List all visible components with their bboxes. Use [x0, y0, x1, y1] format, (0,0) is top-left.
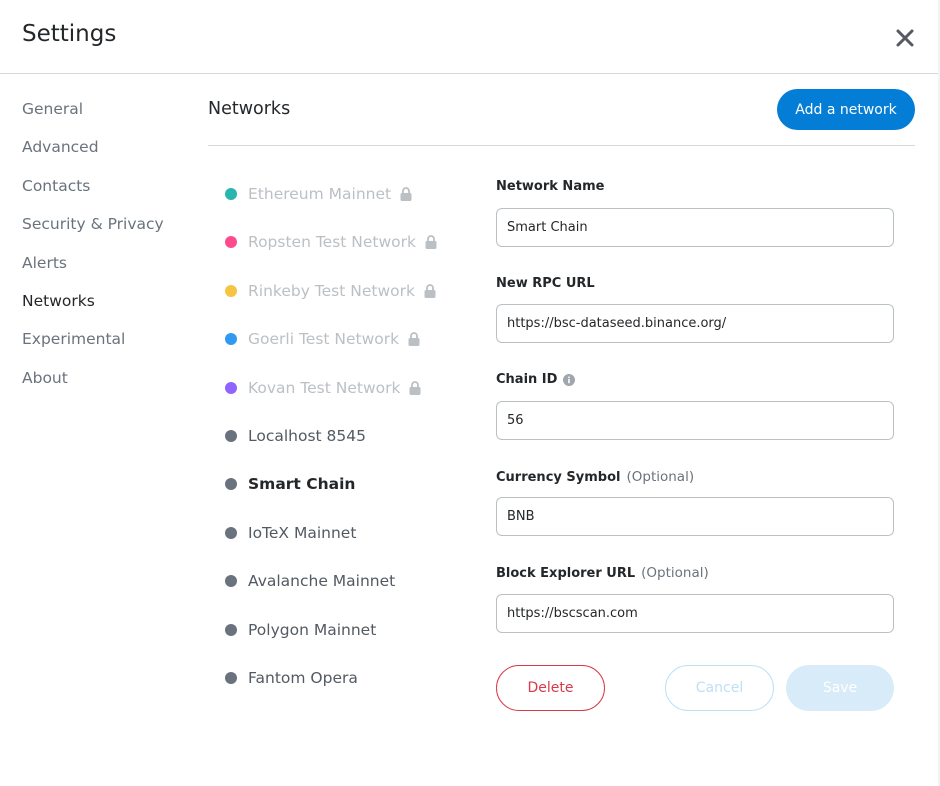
network-item[interactable]: Smart Chain: [225, 472, 355, 496]
sidebar-item-networks[interactable]: Networks: [22, 292, 95, 310]
sidebar-item-about[interactable]: About: [22, 369, 68, 387]
network-label: Avalanche Mainnet: [248, 572, 396, 590]
network-label: IoTeX Mainnet: [248, 524, 357, 542]
network-color-dot: [225, 430, 237, 442]
network-label: Localhost 8545: [248, 427, 367, 445]
add-network-button[interactable]: Add a network: [777, 89, 915, 130]
optional-text: (Optional): [641, 565, 709, 581]
network-color-dot: [225, 478, 237, 490]
network-name-label: Network Name: [496, 179, 604, 194]
chain-id-label-text: Chain ID: [496, 372, 558, 387]
network-item[interactable]: Localhost 8545: [225, 424, 366, 448]
lock-icon: [409, 381, 421, 395]
currency-symbol-input[interactable]: [496, 497, 894, 536]
network-item[interactable]: Avalanche Mainnet: [225, 569, 395, 593]
save-button[interactable]: Save: [786, 665, 894, 711]
network-label: Smart Chain: [248, 475, 356, 493]
optional-text: (Optional): [626, 469, 695, 485]
network-label: Ethereum Mainnet: [248, 185, 392, 203]
network-color-dot: [225, 527, 237, 539]
lock-icon: [408, 332, 420, 346]
sidebar-item-general[interactable]: General: [22, 100, 84, 118]
sidebar-item-security-privacy[interactable]: Security & Privacy: [22, 215, 164, 233]
rpc-url-label: New RPC URL: [496, 276, 595, 291]
info-icon[interactable]: [563, 373, 576, 386]
window-edge: [938, 0, 940, 786]
page-title: Settings: [22, 21, 117, 47]
settings-header: Settings: [0, 0, 938, 74]
currency-symbol-label-text: Currency Symbol: [496, 469, 621, 485]
network-color-dot: [225, 285, 237, 297]
sidebar-item-contacts[interactable]: Contacts: [22, 177, 91, 195]
network-name-label-text: Network Name: [496, 179, 605, 194]
network-item[interactable]: Kovan Test Network: [225, 376, 421, 400]
network-item[interactable]: Ethereum Mainnet: [225, 182, 412, 206]
delete-button[interactable]: Delete: [496, 665, 605, 711]
rpc-url-label-text: New RPC URL: [496, 276, 595, 291]
sidebar-item-experimental[interactable]: Experimental: [22, 330, 126, 348]
network-label: Rinkeby Test Network: [248, 282, 415, 300]
network-color-dot: [225, 382, 237, 394]
network-name-input[interactable]: [496, 208, 894, 247]
network-item[interactable]: Polygon Mainnet: [225, 618, 376, 642]
lock-icon: [400, 187, 412, 201]
network-item[interactable]: Rinkeby Test Network: [225, 279, 436, 303]
network-color-dot: [225, 624, 237, 636]
network-color-dot: [225, 188, 237, 200]
network-label: Kovan Test Network: [248, 379, 401, 397]
rpc-url-input[interactable]: [496, 304, 894, 343]
currency-symbol-label: Currency Symbol (Optional): [496, 469, 694, 485]
block-explorer-label-text: Block Explorer URL: [496, 565, 636, 581]
divider: [208, 145, 915, 146]
section-title: Networks: [208, 99, 291, 119]
network-item[interactable]: IoTeX Mainnet: [225, 521, 356, 545]
chain-id-label: Chain ID: [496, 372, 576, 387]
network-color-dot: [225, 672, 237, 684]
network-color-dot: [225, 333, 237, 345]
network-color-dot: [225, 236, 237, 248]
close-icon[interactable]: [893, 26, 917, 50]
block-explorer-input[interactable]: [496, 594, 894, 633]
lock-icon: [425, 235, 437, 249]
sidebar-item-advanced[interactable]: Advanced: [22, 138, 99, 156]
network-item[interactable]: Ropsten Test Network: [225, 230, 437, 254]
lock-icon: [424, 284, 436, 298]
network-label: Polygon Mainnet: [248, 621, 377, 639]
network-color-dot: [225, 575, 237, 587]
chain-id-input[interactable]: [496, 401, 894, 440]
block-explorer-label: Block Explorer URL (Optional): [496, 565, 709, 581]
sidebar-item-alerts[interactable]: Alerts: [22, 254, 67, 272]
cancel-button[interactable]: Cancel: [665, 665, 774, 711]
network-item[interactable]: Goerli Test Network: [225, 327, 420, 351]
network-label: Goerli Test Network: [248, 330, 400, 348]
network-label: Ropsten Test Network: [248, 233, 417, 251]
network-label: Fantom Opera: [248, 669, 358, 687]
network-item[interactable]: Fantom Opera: [225, 666, 358, 690]
